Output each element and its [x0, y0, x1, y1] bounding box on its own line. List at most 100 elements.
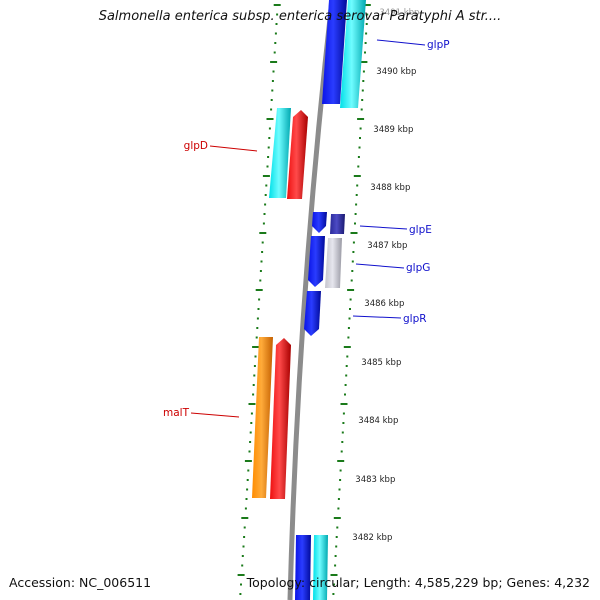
track-tick	[261, 241, 264, 244]
track-tick	[361, 99, 364, 101]
track-tick	[334, 555, 337, 557]
track-tick	[333, 583, 335, 586]
track-tick	[338, 488, 341, 491]
genome-summary: Topology: circular; Length: 4,585,229 bp…	[246, 575, 590, 590]
track-tick	[340, 403, 348, 405]
track-tick	[248, 450, 251, 453]
track-tick	[244, 460, 252, 462]
track-tick	[246, 488, 249, 491]
scale-label: 3486 kbp	[364, 299, 404, 309]
gene-glpP-cyan[interactable]	[340, 0, 366, 108]
track-tick	[344, 393, 346, 396]
track-tick	[350, 279, 353, 282]
track-tick	[361, 89, 364, 92]
track-tick	[357, 156, 360, 158]
track-tick	[359, 127, 362, 130]
label-glpR[interactable]: glpR	[403, 313, 427, 325]
track-tick	[248, 403, 256, 405]
track-tick	[262, 175, 270, 177]
track-tick	[273, 51, 276, 54]
track-tick	[239, 593, 242, 595]
track-tick	[334, 564, 337, 567]
gc-skew-outer-track	[237, 4, 281, 595]
gene-glpP-blue[interactable]	[322, 0, 347, 104]
scale-label: 3487 kbp	[367, 241, 407, 251]
track-tick	[252, 384, 255, 386]
track-tick	[350, 232, 358, 234]
track-tick	[355, 203, 358, 206]
gene-glpD-red[interactable]	[287, 110, 308, 199]
track-tick	[259, 270, 262, 272]
track-tick	[357, 165, 360, 168]
track-tick	[274, 42, 277, 44]
track-tick	[356, 184, 359, 187]
track-tick	[337, 460, 345, 462]
gene-glpR-blue[interactable]	[304, 291, 321, 336]
track-tick	[336, 526, 339, 529]
track-tick	[353, 175, 361, 177]
track-tick	[242, 545, 245, 548]
track-tick	[365, 32, 368, 35]
track-tick	[243, 526, 246, 529]
track-tick	[340, 450, 343, 453]
track-tick	[270, 108, 273, 111]
gene-malT-orange[interactable]	[252, 337, 273, 498]
track-tick	[341, 431, 344, 434]
track-tick	[255, 336, 258, 339]
track-tick	[259, 232, 267, 234]
track-tick	[240, 583, 242, 586]
track-tick	[348, 317, 351, 320]
genome-backbone	[287, 0, 335, 600]
label-glpD[interactable]: glpD	[184, 140, 208, 152]
track-tick	[365, 23, 368, 25]
organism-title: Salmonella enterica subsp. enterica sero…	[98, 9, 502, 24]
accession-label: Accession: NC_006511	[9, 575, 152, 590]
gene-bottom-blue[interactable]	[295, 535, 311, 600]
label-glpG[interactable]: glpG	[406, 262, 430, 274]
track-tick	[249, 431, 252, 434]
track-tick	[330, 574, 338, 576]
track-tick	[268, 137, 271, 139]
label-glpP[interactable]: glpP	[427, 39, 450, 51]
gene-glpE-navy[interactable]	[330, 214, 345, 234]
track-tick	[245, 498, 248, 500]
track-tick	[354, 222, 356, 225]
gene-glpE-blue[interactable]	[312, 212, 327, 233]
scale-label: 3483 kbp	[355, 475, 395, 485]
forward-features	[295, 0, 366, 600]
track-tick	[366, 13, 369, 16]
track-tick	[258, 298, 261, 301]
track-tick	[335, 536, 338, 538]
label-malT[interactable]: malT	[163, 407, 190, 419]
track-tick	[259, 279, 262, 282]
track-tick	[250, 412, 253, 415]
track-tick	[273, 4, 281, 6]
track-tick	[349, 298, 352, 301]
track-tick	[362, 70, 365, 73]
scale-label: 3484 kbp	[358, 416, 398, 426]
reverse-features	[252, 108, 308, 499]
track-tick	[337, 507, 340, 510]
track-tick	[339, 469, 342, 472]
gene-malT-red[interactable]	[270, 338, 291, 499]
track-tick	[256, 317, 259, 320]
track-tick	[339, 479, 342, 481]
track-tick	[263, 213, 266, 215]
gene-glpG-blue[interactable]	[308, 236, 325, 287]
track-tick	[253, 374, 256, 377]
track-tick	[247, 469, 250, 472]
label-glpE[interactable]: glpE	[409, 224, 432, 236]
track-tick	[360, 61, 368, 63]
gene-labels: glpP glpD glpE glpG glpR malT	[163, 39, 450, 419]
track-tick	[275, 23, 278, 25]
track-tick	[341, 441, 344, 443]
scale-label: 3485 kbp	[361, 358, 401, 368]
track-tick	[262, 222, 265, 225]
gene-glpD-cyan[interactable]	[269, 108, 291, 198]
kbp-scale: 3491 kbp 3490 kbp 3489 kbp 3488 kbp 3487 kbp…	[352, 8, 419, 543]
gene-glpG-grey[interactable]	[325, 238, 342, 288]
track-tick	[345, 365, 348, 367]
scale-label: 3488 kbp	[370, 183, 410, 193]
gene-bottom-cyan[interactable]	[313, 535, 328, 600]
track-tick	[241, 517, 249, 519]
